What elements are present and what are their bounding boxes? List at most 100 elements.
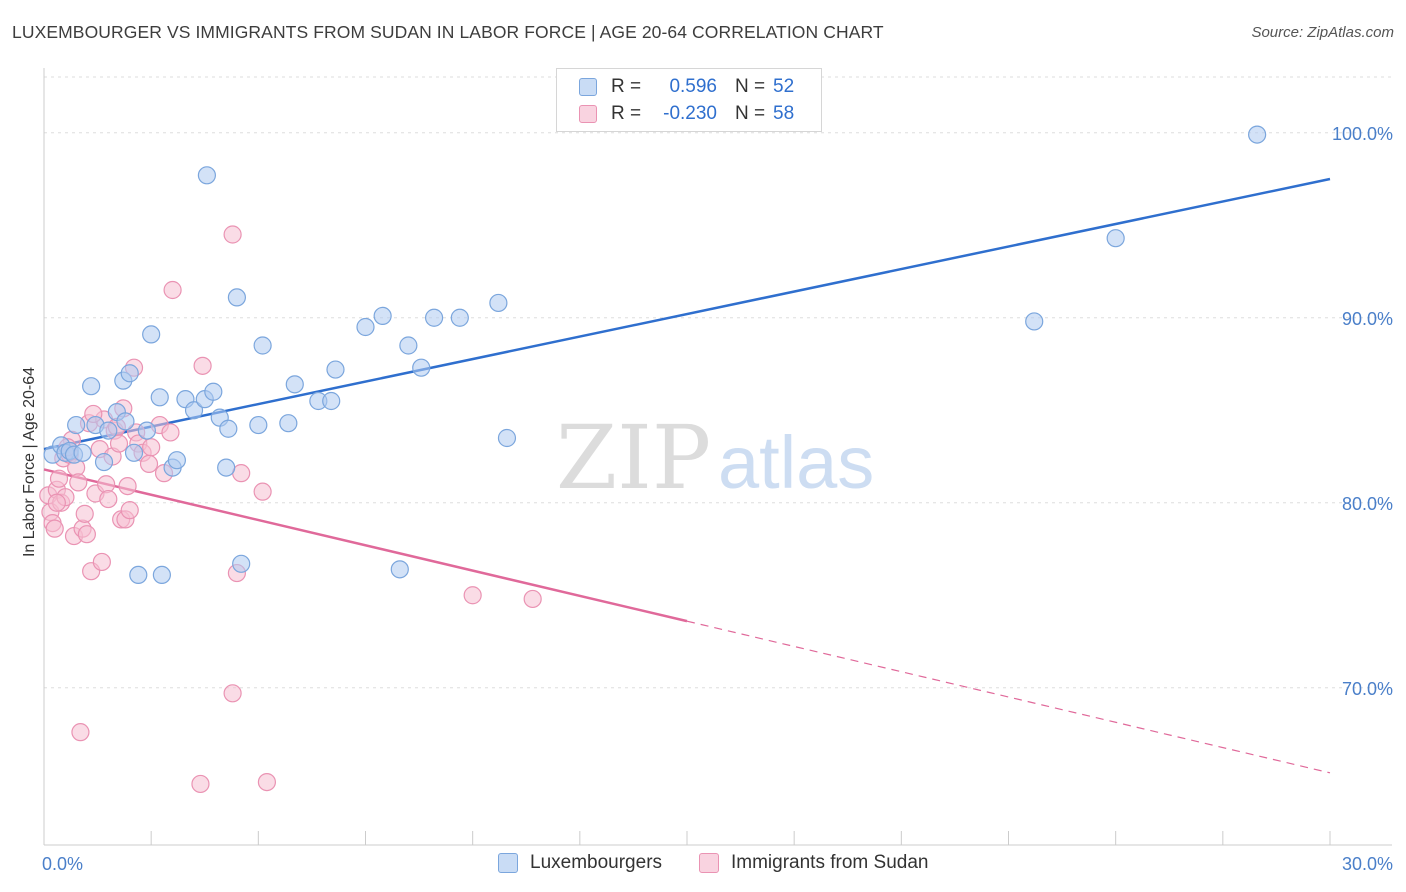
trendline-sudan (43, 468, 688, 623)
legend-r-label: R = (611, 76, 642, 97)
legend-row-luxembourgers: R = 0.596 N = 52 (579, 75, 794, 99)
legend-r-value: 0.596 (669, 76, 717, 97)
point-sudan (257, 772, 277, 792)
point-luxembourger (326, 360, 345, 379)
point-luxembourger (279, 414, 298, 433)
legend-item-luxembourgers: Luxembourgers (498, 852, 662, 874)
point-luxembourger (73, 443, 92, 462)
point-sudan (193, 356, 212, 375)
point-luxembourger (424, 308, 444, 327)
legend-r-label: R = (611, 103, 642, 124)
point-sudan (142, 438, 161, 457)
watermark-zip: ZIP (556, 406, 711, 509)
point-sudan (77, 525, 96, 544)
point-sudan (161, 423, 180, 442)
point-luxembourger (227, 288, 246, 307)
watermark-atlas: atlas (718, 421, 874, 504)
point-luxembourger (249, 415, 268, 435)
watermark: ZIP atlas (556, 406, 874, 509)
x-tick-label: 0.0% (42, 854, 83, 874)
legend-n-value: 58 (773, 103, 795, 124)
point-sudan (92, 552, 111, 572)
point-luxembourger (399, 336, 418, 355)
point-sudan (253, 482, 272, 501)
point-luxembourger (1248, 125, 1267, 144)
point-sudan (69, 473, 88, 492)
legend-n-value: 52 (773, 76, 795, 97)
point-sudan (45, 519, 64, 538)
y-tick-label: 80.0% (1342, 494, 1393, 514)
point-luxembourger (137, 421, 156, 440)
trendline-extension-sudan (686, 620, 1331, 774)
y-tick-label: 70.0% (1342, 679, 1393, 699)
legend-r-value: -0.230 (663, 103, 717, 124)
data-points (39, 125, 1267, 794)
legend-swatch-blue (579, 78, 597, 96)
point-luxembourger (285, 375, 304, 394)
point-luxembourger (450, 308, 469, 327)
point-luxembourger (219, 419, 238, 438)
point-sudan (139, 454, 159, 473)
point-luxembourger (356, 317, 375, 337)
point-luxembourger (116, 412, 135, 431)
point-luxembourger (253, 336, 272, 355)
point-sudan (109, 434, 129, 453)
point-luxembourger (152, 565, 171, 585)
point-luxembourger (232, 554, 251, 573)
y-tick-label: 90.0% (1342, 309, 1393, 329)
point-sudan (223, 684, 242, 703)
legend-row-sudan: R = -0.230 N = 58 (579, 102, 794, 126)
legend-label-luxembourgers: Luxembourgers (530, 852, 663, 873)
point-sudan (463, 586, 482, 605)
point-sudan (223, 225, 242, 244)
legend-item-sudan: Immigrants from Sudan (699, 852, 928, 874)
legend-n-label: N = (735, 103, 766, 124)
point-sudan (47, 493, 66, 512)
point-luxembourger (390, 560, 409, 579)
trend-lines (43, 177, 1331, 774)
stats-legend: R = 0.596 N = 52 R = -0.230 N = 58 (556, 68, 822, 132)
point-sudan (97, 475, 116, 494)
point-sudan (99, 489, 118, 509)
grid-lines (44, 76, 1392, 689)
legend-swatch-pink (579, 105, 597, 123)
trendline-luxembourger (43, 177, 1331, 451)
point-luxembourger (184, 401, 204, 420)
point-luxembourger (322, 391, 341, 411)
legend-label-sudan: Immigrants from Sudan (731, 852, 929, 873)
source-credit: Source: ZipAtlas.com (1251, 24, 1394, 41)
legend-swatch-pink (699, 853, 719, 873)
point-luxembourger (497, 428, 517, 448)
point-luxembourger (412, 358, 431, 377)
point-sudan (163, 280, 182, 300)
point-luxembourger (197, 166, 216, 185)
point-sudan (118, 477, 137, 496)
point-luxembourger (1025, 312, 1044, 331)
legend-n-label: N = (735, 76, 766, 97)
x-tick-label: 30.0% (1342, 854, 1393, 874)
legend-swatch-blue (498, 853, 518, 873)
point-sudan (75, 504, 94, 523)
point-luxembourger (373, 306, 392, 325)
point-luxembourger (67, 415, 86, 435)
point-luxembourger (99, 421, 118, 440)
point-sudan (71, 723, 90, 742)
point-luxembourger (150, 388, 169, 407)
point-luxembourger (82, 377, 101, 396)
series-legend: Luxembourgers Immigrants from Sudan (0, 852, 1406, 878)
point-sudan (49, 469, 69, 488)
point-luxembourger (120, 364, 139, 383)
tick-labels: 100.0% 90.0% 80.0% 70.0% 0.0% 30.0% (42, 124, 1393, 874)
point-sudan (191, 774, 210, 794)
point-luxembourger (217, 458, 236, 477)
point-luxembourger (94, 452, 114, 472)
y-tick-label: 100.0% (1332, 124, 1393, 144)
point-luxembourger (204, 382, 223, 401)
point-luxembourger (129, 565, 148, 585)
point-luxembourger (124, 443, 144, 462)
point-sudan (120, 501, 139, 520)
point-luxembourger (167, 451, 186, 470)
point-luxembourger (1106, 229, 1125, 248)
point-luxembourger (489, 293, 508, 313)
